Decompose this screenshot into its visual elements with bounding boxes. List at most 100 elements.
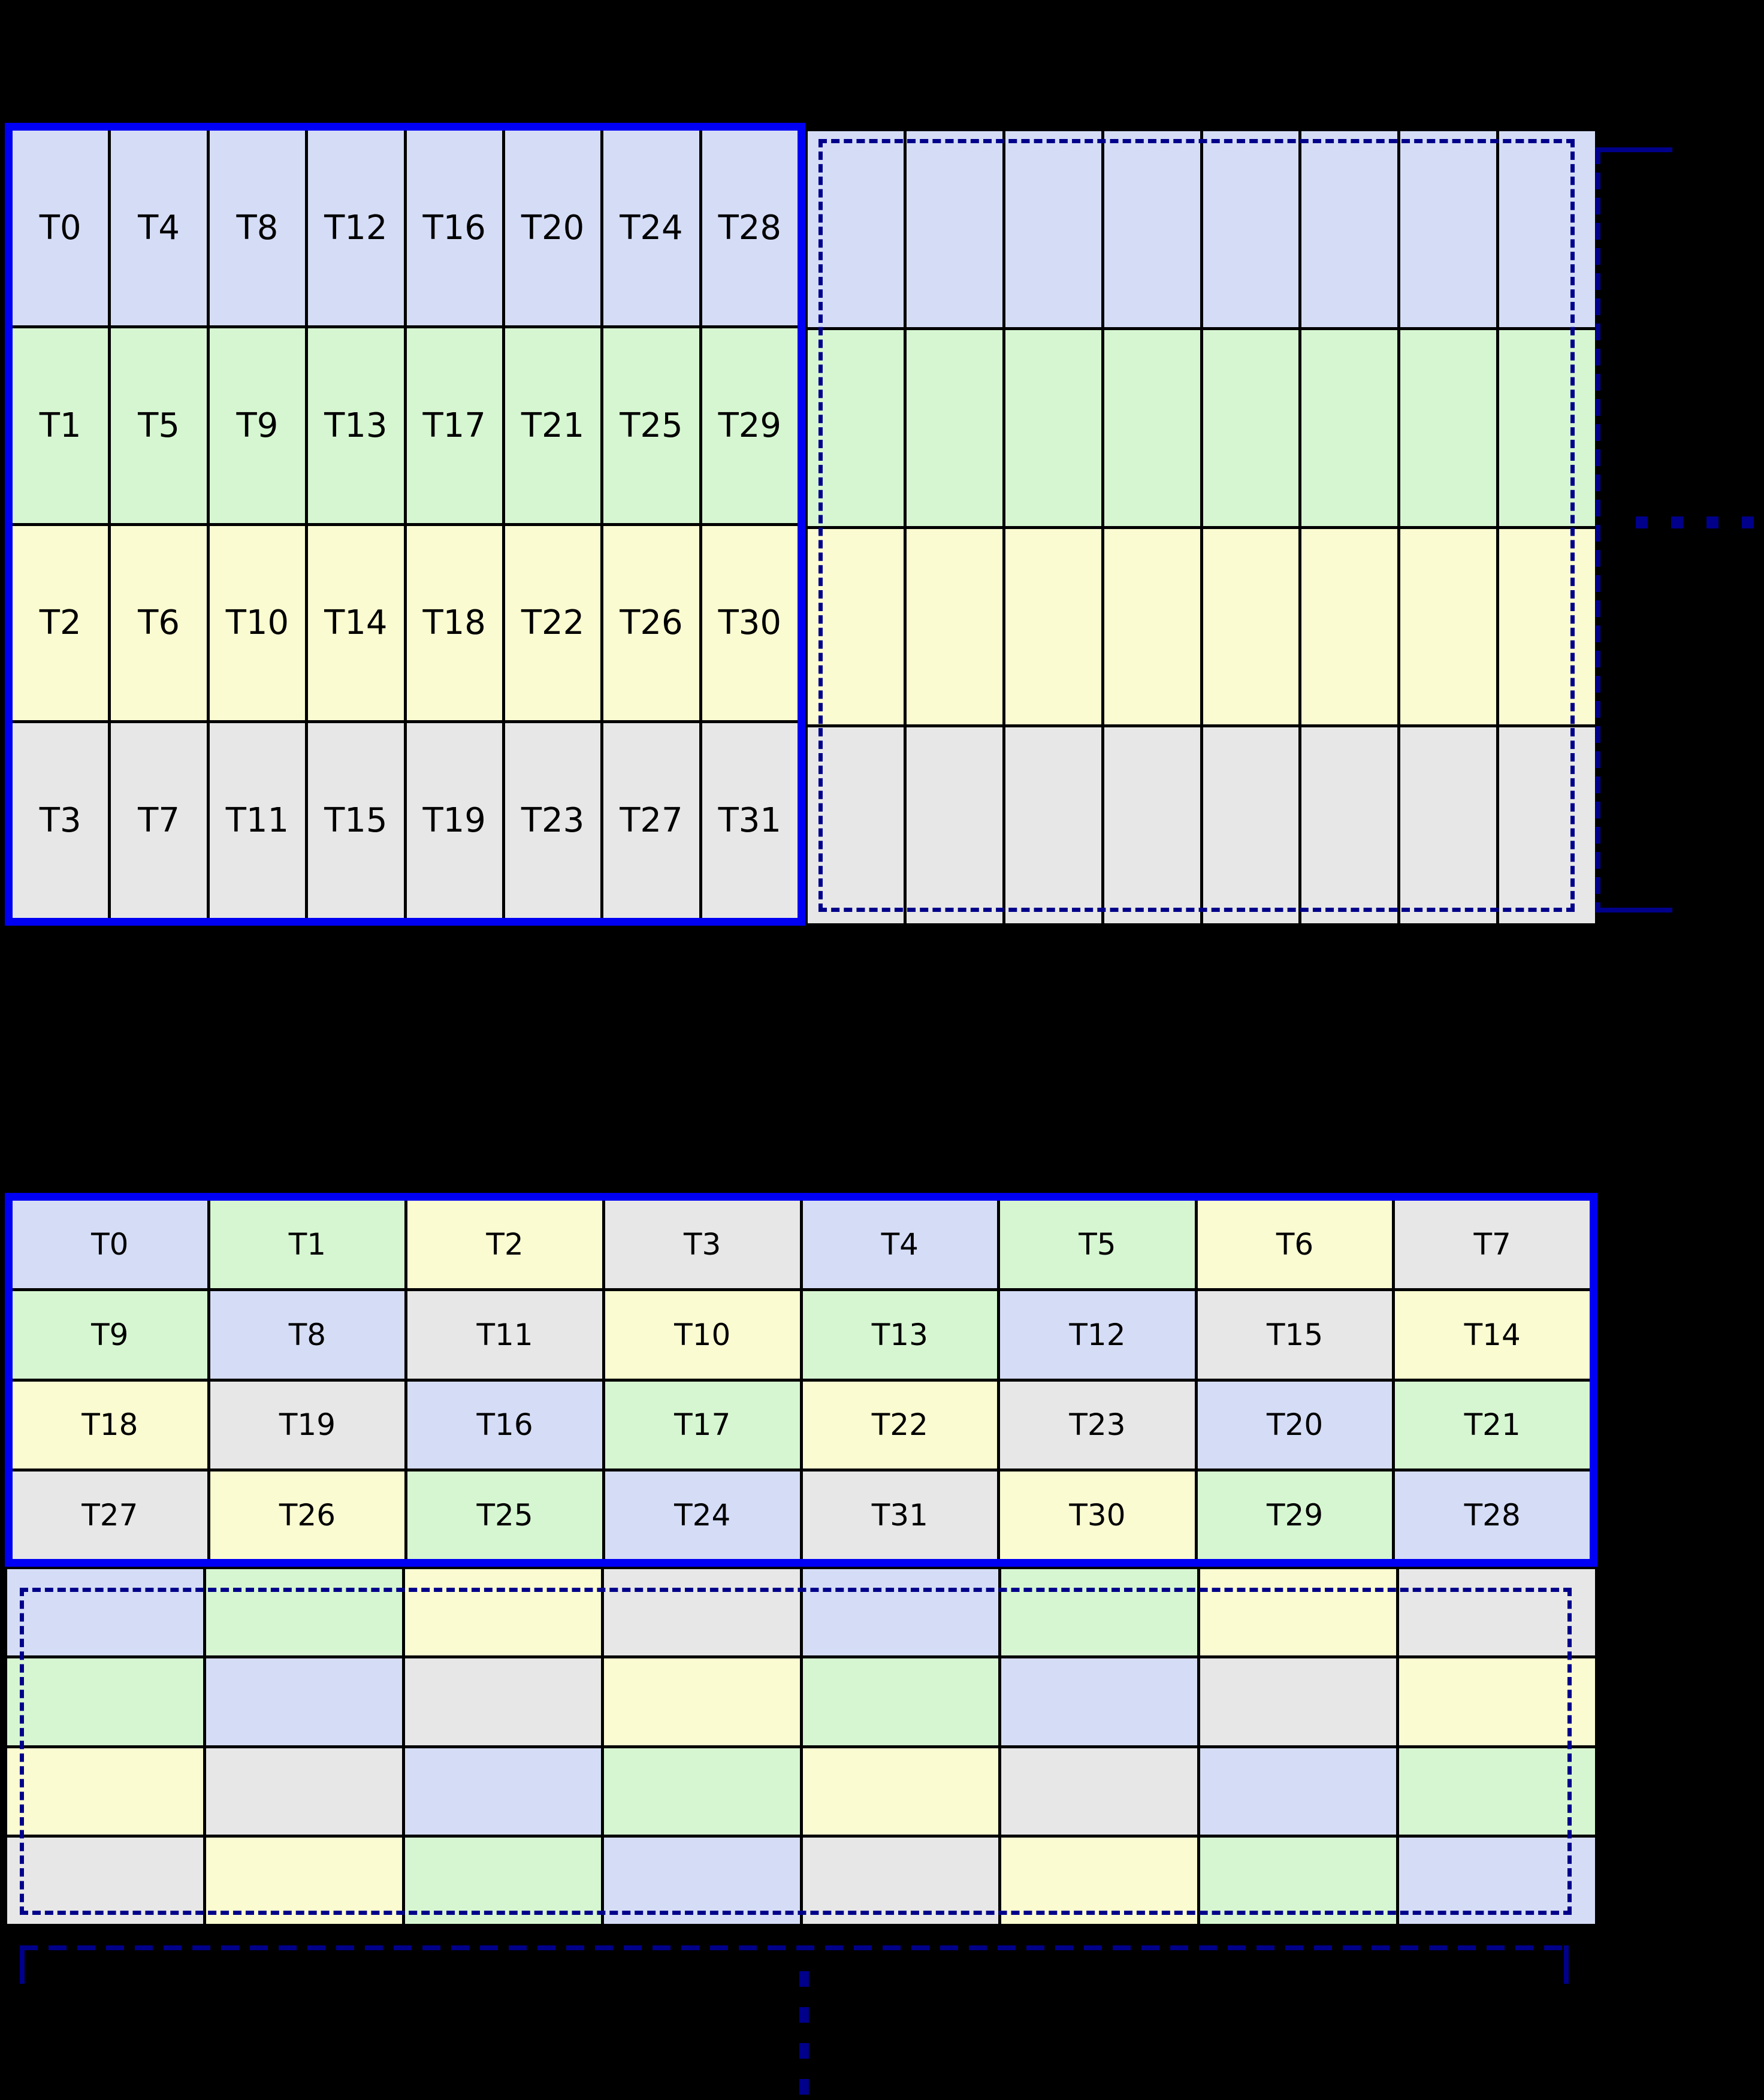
unlabeled-cell [808,330,904,526]
grid-row: T18 T19 T16 T17 T22 T23 T20 T21 [13,1378,1590,1469]
unlabeled-cell [799,1748,999,1835]
bottom-continuation-bracket-left-dash [20,1945,25,1984]
thread-cell: T25 [404,1471,602,1559]
unlabeled-cell [1298,330,1398,526]
unlabeled-cell [1101,727,1200,923]
thread-cell: T9 [13,1291,207,1379]
unlabeled-cell [998,1569,1198,1656]
unlabeled-cell [203,1837,402,1924]
unlabeled-cell [7,1569,203,1656]
unlabeled-cell [401,1748,601,1835]
top-grid-labeled-warp: T0 T4 T8 T12 T16 T20 T24 T28 T1 T5 T9 T13 T17 T21 T25 T… [5,123,805,926]
right-continuation-bracket-bottom-dash [1596,908,1672,912]
thread-cell: T10 [206,525,306,721]
thread-cell: T15 [1194,1291,1393,1379]
thread-cell: T18 [403,525,502,721]
unlabeled-cell [7,1658,203,1745]
unlabeled-cell [1397,727,1497,923]
thread-cell: T16 [403,131,502,325]
grid-row: T2 T6 T10 T14 T18 T22 T26 T30 [13,522,798,721]
grid-row: T27 T26 T25 T24 T31 T30 T29 T28 [13,1469,1590,1559]
unlabeled-cell [203,1658,402,1745]
thread-cell: T20 [1194,1381,1393,1469]
unlabeled-cell [600,1658,800,1745]
thread-cell: T3 [13,723,108,918]
horizontal-ellipsis-dots [1636,516,1764,528]
unlabeled-cell [1396,1569,1595,1656]
thread-cell: T31 [799,1471,998,1559]
unlabeled-cell [1101,330,1200,526]
thread-cell: T8 [207,1291,405,1379]
thread-cell: T26 [600,525,699,721]
unlabeled-cell [1101,528,1200,725]
thread-cell: T5 [108,328,207,523]
top-grid-continued-warp [805,129,1597,926]
thread-cell: T29 [1194,1471,1393,1559]
unlabeled-cell [799,1658,999,1745]
bottom-continuation-bracket-right-dash [1564,1945,1569,1984]
right-continuation-bracket-top-dash [1596,147,1672,152]
unlabeled-cell [998,1748,1198,1835]
unlabeled-cell [1496,330,1595,526]
unlabeled-cell [1002,727,1101,923]
unlabeled-cell [808,131,904,327]
thread-cell: T0 [13,131,108,325]
unlabeled-cell [600,1837,800,1924]
thread-cell: T30 [699,525,798,721]
thread-cell: T17 [602,1381,800,1469]
unlabeled-cell [1396,1837,1595,1924]
unlabeled-cell [1298,131,1398,327]
thread-cell: T12 [305,131,404,325]
unlabeled-cell [600,1569,800,1656]
thread-cell: T13 [799,1291,998,1379]
thread-cell: T7 [1392,1201,1590,1288]
thread-cell: T12 [997,1291,1195,1379]
grid-row [808,525,1595,725]
thread-cell: T13 [305,328,404,523]
unlabeled-cell [799,1837,999,1924]
unlabeled-cell [401,1658,601,1745]
thread-cell: T25 [600,328,699,523]
bottom-grid-labeled-warp: T0 T1 T2 T3 T4 T5 T6 T7 T9 T8 T11 T10 T13 T12 T15 T14 T1… [5,1193,1597,1567]
unlabeled-cell [1397,131,1497,327]
thread-cell: T27 [600,723,699,918]
thread-cell: T31 [699,723,798,918]
unlabeled-cell [1002,528,1101,725]
thread-cell: T30 [997,1471,1195,1559]
grid-row: T0 T4 T8 T12 T16 T20 T24 T28 [13,131,798,325]
grid-row [7,1655,1595,1745]
thread-cell: T24 [602,1471,800,1559]
unlabeled-cell [903,727,1002,923]
unlabeled-cell [1496,727,1595,923]
unlabeled-cell [1002,330,1101,526]
unlabeled-cell [1101,131,1200,327]
vertical-ellipsis-dots [799,1971,809,2100]
unlabeled-cell [7,1748,203,1835]
thread-cell: T11 [404,1291,602,1379]
thread-cell: T2 [13,525,108,721]
thread-cell: T28 [1392,1471,1590,1559]
thread-cell: T4 [799,1201,998,1288]
thread-cell: T1 [13,328,108,523]
thread-cell: T4 [108,131,207,325]
unlabeled-cell [1200,131,1299,327]
grid-row [7,1745,1595,1835]
unlabeled-cell [1396,1658,1595,1745]
thread-cell: T15 [305,723,404,918]
grid-row [808,724,1595,923]
unlabeled-cell [1397,330,1497,526]
thread-cell: T28 [699,131,798,325]
top-grid-next-warp-dashed-outline [818,139,1575,912]
thread-cell: T22 [502,525,601,721]
thread-cell: T8 [206,131,306,325]
unlabeled-cell [1496,131,1595,327]
thread-cell: T17 [403,328,502,523]
grid-row: T0 T1 T2 T3 T4 T5 T6 T7 [13,1201,1590,1288]
unlabeled-cell [203,1748,402,1835]
unlabeled-cell [401,1837,601,1924]
bottom-grid-next-rows-dashed-outline [20,1588,1572,1915]
bottom-grid-continued-rows [5,1567,1597,1926]
unlabeled-cell [401,1569,601,1656]
thread-cell: T6 [108,525,207,721]
unlabeled-cell [1298,528,1398,725]
